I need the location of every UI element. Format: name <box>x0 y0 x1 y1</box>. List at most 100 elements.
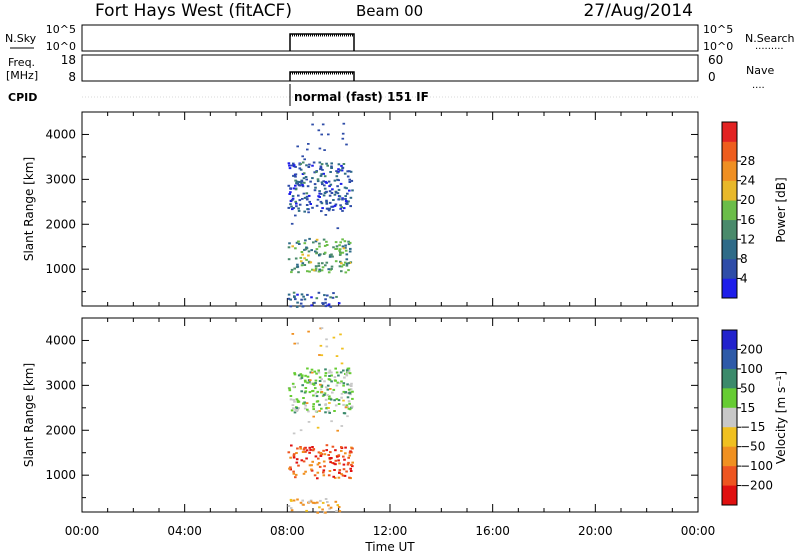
data-cell <box>344 391 348 394</box>
data-cell <box>302 503 305 506</box>
data-cell <box>301 262 305 265</box>
colorbar-label: Power [dB] <box>774 177 788 242</box>
data-cell <box>318 161 322 164</box>
data-cell <box>343 186 347 189</box>
data-cell <box>314 382 317 385</box>
data-cell <box>289 456 292 459</box>
station-title: Fort Hays West (fitACF) <box>95 1 292 21</box>
data-cell <box>348 250 352 253</box>
data-cell <box>306 381 309 384</box>
data-cell <box>290 222 294 225</box>
data-cell <box>330 253 333 256</box>
data-cell <box>315 372 318 375</box>
data-cell <box>300 264 304 267</box>
data-cell <box>300 180 304 183</box>
data-cell <box>327 474 331 477</box>
data-cell <box>339 252 342 255</box>
data-cell <box>337 179 340 182</box>
data-cell <box>345 143 348 146</box>
data-cell <box>294 175 297 178</box>
data-cell <box>299 373 303 376</box>
data-cell <box>330 162 333 165</box>
data-cell <box>318 242 321 245</box>
data-cell <box>344 249 348 252</box>
data-cell <box>335 355 339 357</box>
nave-tick-high: 60 <box>708 53 723 67</box>
data-cell <box>329 171 332 173</box>
data-cell <box>301 198 304 200</box>
data-cell <box>308 381 311 384</box>
data-cell <box>308 464 312 467</box>
nsearch-label: N.Search <box>745 32 795 45</box>
data-cell <box>302 402 305 405</box>
data-cell <box>336 429 339 432</box>
data-cell <box>330 205 333 208</box>
data-cell <box>322 471 325 474</box>
data-cell <box>341 251 345 254</box>
data-cell <box>310 296 313 299</box>
data-cell <box>340 169 344 172</box>
data-cell <box>341 166 345 169</box>
data-cell <box>344 246 347 249</box>
data-cell <box>319 165 323 168</box>
data-cell <box>296 263 299 266</box>
data-cell <box>344 200 348 202</box>
data-cell <box>307 410 310 413</box>
data-cell <box>322 252 326 255</box>
data-cell <box>292 453 296 456</box>
data-cell <box>330 374 333 377</box>
data-cell <box>345 470 348 473</box>
data-cell <box>327 410 331 413</box>
data-cell <box>290 271 293 274</box>
freq-label: Freq. <box>8 56 35 69</box>
data-cell <box>332 462 336 465</box>
data-cell <box>295 205 298 208</box>
data-cell <box>325 406 329 409</box>
data-cell <box>330 267 333 270</box>
data-cell <box>331 462 334 464</box>
data-cell <box>337 454 341 457</box>
data-cell <box>350 463 353 466</box>
colorbar-tick-label: −100 <box>740 459 773 473</box>
data-cell <box>301 155 304 158</box>
data-cell <box>338 198 341 201</box>
colorbar-swatch <box>722 330 737 350</box>
data-cell <box>341 245 345 248</box>
data-cell <box>319 174 323 177</box>
y-tick-label: 2000 <box>45 217 76 231</box>
data-cell <box>338 249 341 252</box>
data-cell <box>320 378 323 381</box>
data-cell <box>324 368 327 371</box>
data-cell <box>324 264 327 267</box>
data-cell <box>287 451 291 454</box>
colorbar-tick-label: 200 <box>740 342 763 356</box>
data-cell <box>295 410 299 412</box>
data-cell <box>337 459 340 462</box>
data-cell <box>351 461 354 464</box>
data-cell <box>315 297 319 300</box>
data-cell <box>348 241 352 244</box>
data-cell <box>295 407 299 409</box>
data-cell <box>290 409 294 412</box>
data-cell <box>319 383 322 386</box>
data-cell <box>307 254 310 257</box>
colorbar-swatch <box>722 122 737 142</box>
data-cell <box>301 499 304 502</box>
data-cell <box>347 407 351 410</box>
data-cell <box>310 468 313 471</box>
data-cell <box>319 193 323 195</box>
data-cell <box>287 184 291 187</box>
data-cell <box>338 469 342 472</box>
data-cell <box>309 180 312 183</box>
data-cell <box>324 386 328 389</box>
data-cell <box>289 398 293 401</box>
data-cell <box>305 198 309 201</box>
data-cell <box>303 264 307 266</box>
data-cell <box>345 404 349 407</box>
data-cell <box>328 194 332 197</box>
data-cell <box>299 256 303 259</box>
data-cell <box>310 464 313 467</box>
data-cell <box>316 426 320 429</box>
data-cell <box>311 383 315 385</box>
data-cell <box>342 463 346 466</box>
